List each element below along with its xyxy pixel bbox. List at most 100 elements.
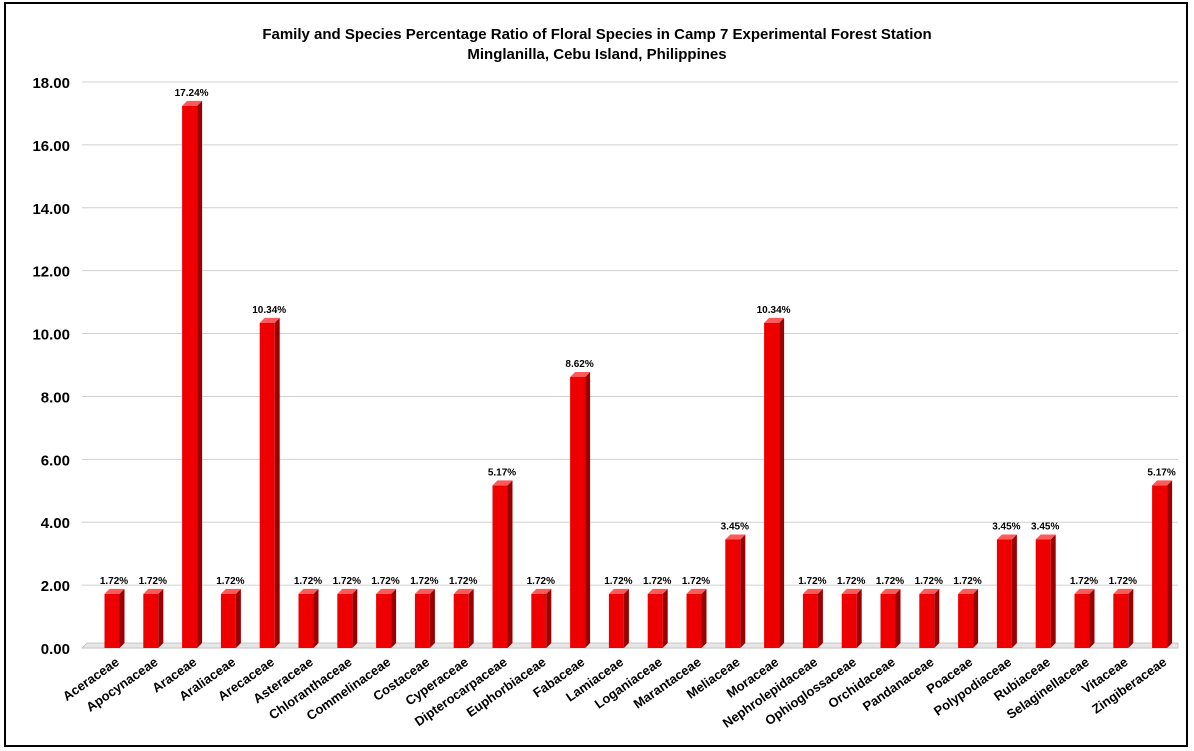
bar-side <box>817 588 823 648</box>
y-tick-label: 10.00 <box>32 327 70 344</box>
bar-top <box>1074 588 1095 594</box>
data-label: 1.72% <box>798 576 826 587</box>
bar <box>1035 539 1051 648</box>
data-label: 1.72% <box>371 576 399 587</box>
data-label: 3.45% <box>721 522 749 533</box>
bar-top <box>376 588 397 594</box>
chart-title-block: Family and Species Percentage Ratio of F… <box>0 25 1194 65</box>
data-label: 1.72% <box>915 576 943 587</box>
bar-top <box>182 100 203 106</box>
data-label: 3.45% <box>1031 522 1059 533</box>
bar-top <box>570 371 591 377</box>
bar-top <box>802 588 823 594</box>
data-label: 1.72% <box>527 576 555 587</box>
bar-side <box>313 588 319 648</box>
bar-side <box>934 588 940 648</box>
chart-title: Family and Species Percentage Ratio of F… <box>262 26 932 43</box>
bar <box>1113 593 1129 648</box>
bar <box>104 593 120 648</box>
bar-side <box>779 317 785 648</box>
bar-top <box>220 588 241 594</box>
data-label: 1.72% <box>139 576 167 587</box>
bar <box>220 593 236 648</box>
bar-side <box>546 588 552 648</box>
bar-top <box>958 588 979 594</box>
bar-side <box>1089 588 1095 648</box>
bar <box>453 593 469 648</box>
data-label: 5.17% <box>488 467 516 478</box>
bar-top <box>1113 588 1134 594</box>
bar <box>492 485 508 648</box>
data-label: 1.72% <box>100 576 128 587</box>
data-label: 1.72% <box>643 576 671 587</box>
y-tick-label: 16.00 <box>32 138 70 155</box>
bar-top <box>880 588 901 594</box>
bar <box>958 593 974 648</box>
bar-top <box>453 588 474 594</box>
bar-top <box>1035 534 1056 540</box>
y-tick-label: 18.00 <box>32 75 70 92</box>
bar-top <box>725 534 746 540</box>
bar <box>686 593 702 648</box>
data-label: 1.72% <box>1109 576 1137 587</box>
bar-side <box>585 371 591 648</box>
bar-side <box>701 588 707 648</box>
bar-top <box>764 317 785 323</box>
bar-top <box>1152 480 1173 486</box>
bar-top <box>143 588 164 594</box>
data-label: 1.72% <box>1070 576 1098 587</box>
bar-side <box>895 588 901 648</box>
bar-side <box>1050 534 1056 648</box>
data-label: 1.72% <box>837 576 865 587</box>
data-label: 8.62% <box>565 359 593 370</box>
bar-top <box>841 588 862 594</box>
bar-side <box>158 588 164 648</box>
bar-side <box>119 588 125 648</box>
bar-top <box>298 588 319 594</box>
bar-side <box>429 588 435 648</box>
bar-side <box>468 588 474 648</box>
data-label: 1.72% <box>294 576 322 587</box>
bar <box>298 593 314 648</box>
bar <box>996 539 1012 648</box>
bar <box>182 105 198 649</box>
bar-top <box>531 588 552 594</box>
bar <box>1074 593 1090 648</box>
chart-subtitle: Minglanilla, Cebu Island, Philippines <box>467 46 727 63</box>
bar-top <box>996 534 1017 540</box>
bar-top <box>919 588 940 594</box>
bar-side <box>1128 588 1134 648</box>
bar <box>764 322 780 648</box>
y-tick-label: 2.00 <box>41 578 70 595</box>
bar-side <box>197 100 203 649</box>
bar <box>259 322 275 648</box>
data-label: 1.72% <box>953 576 981 587</box>
data-label: 1.72% <box>216 576 244 587</box>
bar-top <box>492 480 513 486</box>
bar <box>376 593 392 648</box>
bar-side <box>1167 480 1173 648</box>
bar-side <box>623 588 629 648</box>
bar <box>337 593 353 648</box>
data-label: 17.24% <box>175 88 209 99</box>
bar <box>608 593 624 648</box>
bar-side <box>235 588 241 648</box>
bar-top <box>608 588 629 594</box>
bar-top <box>647 588 668 594</box>
bar <box>725 539 741 648</box>
data-label: 1.72% <box>682 576 710 587</box>
bar <box>1152 485 1168 648</box>
bar <box>647 593 663 648</box>
data-label: 5.17% <box>1147 467 1175 478</box>
bar-top <box>104 588 125 594</box>
y-tick-label: 6.00 <box>41 452 70 469</box>
data-label: 3.45% <box>992 522 1020 533</box>
bar-side <box>274 317 280 648</box>
bar <box>841 593 857 648</box>
data-label: 1.72% <box>333 576 361 587</box>
bar <box>880 593 896 648</box>
bar-side <box>662 588 668 648</box>
bar-top <box>686 588 707 594</box>
bar-side <box>507 480 513 648</box>
